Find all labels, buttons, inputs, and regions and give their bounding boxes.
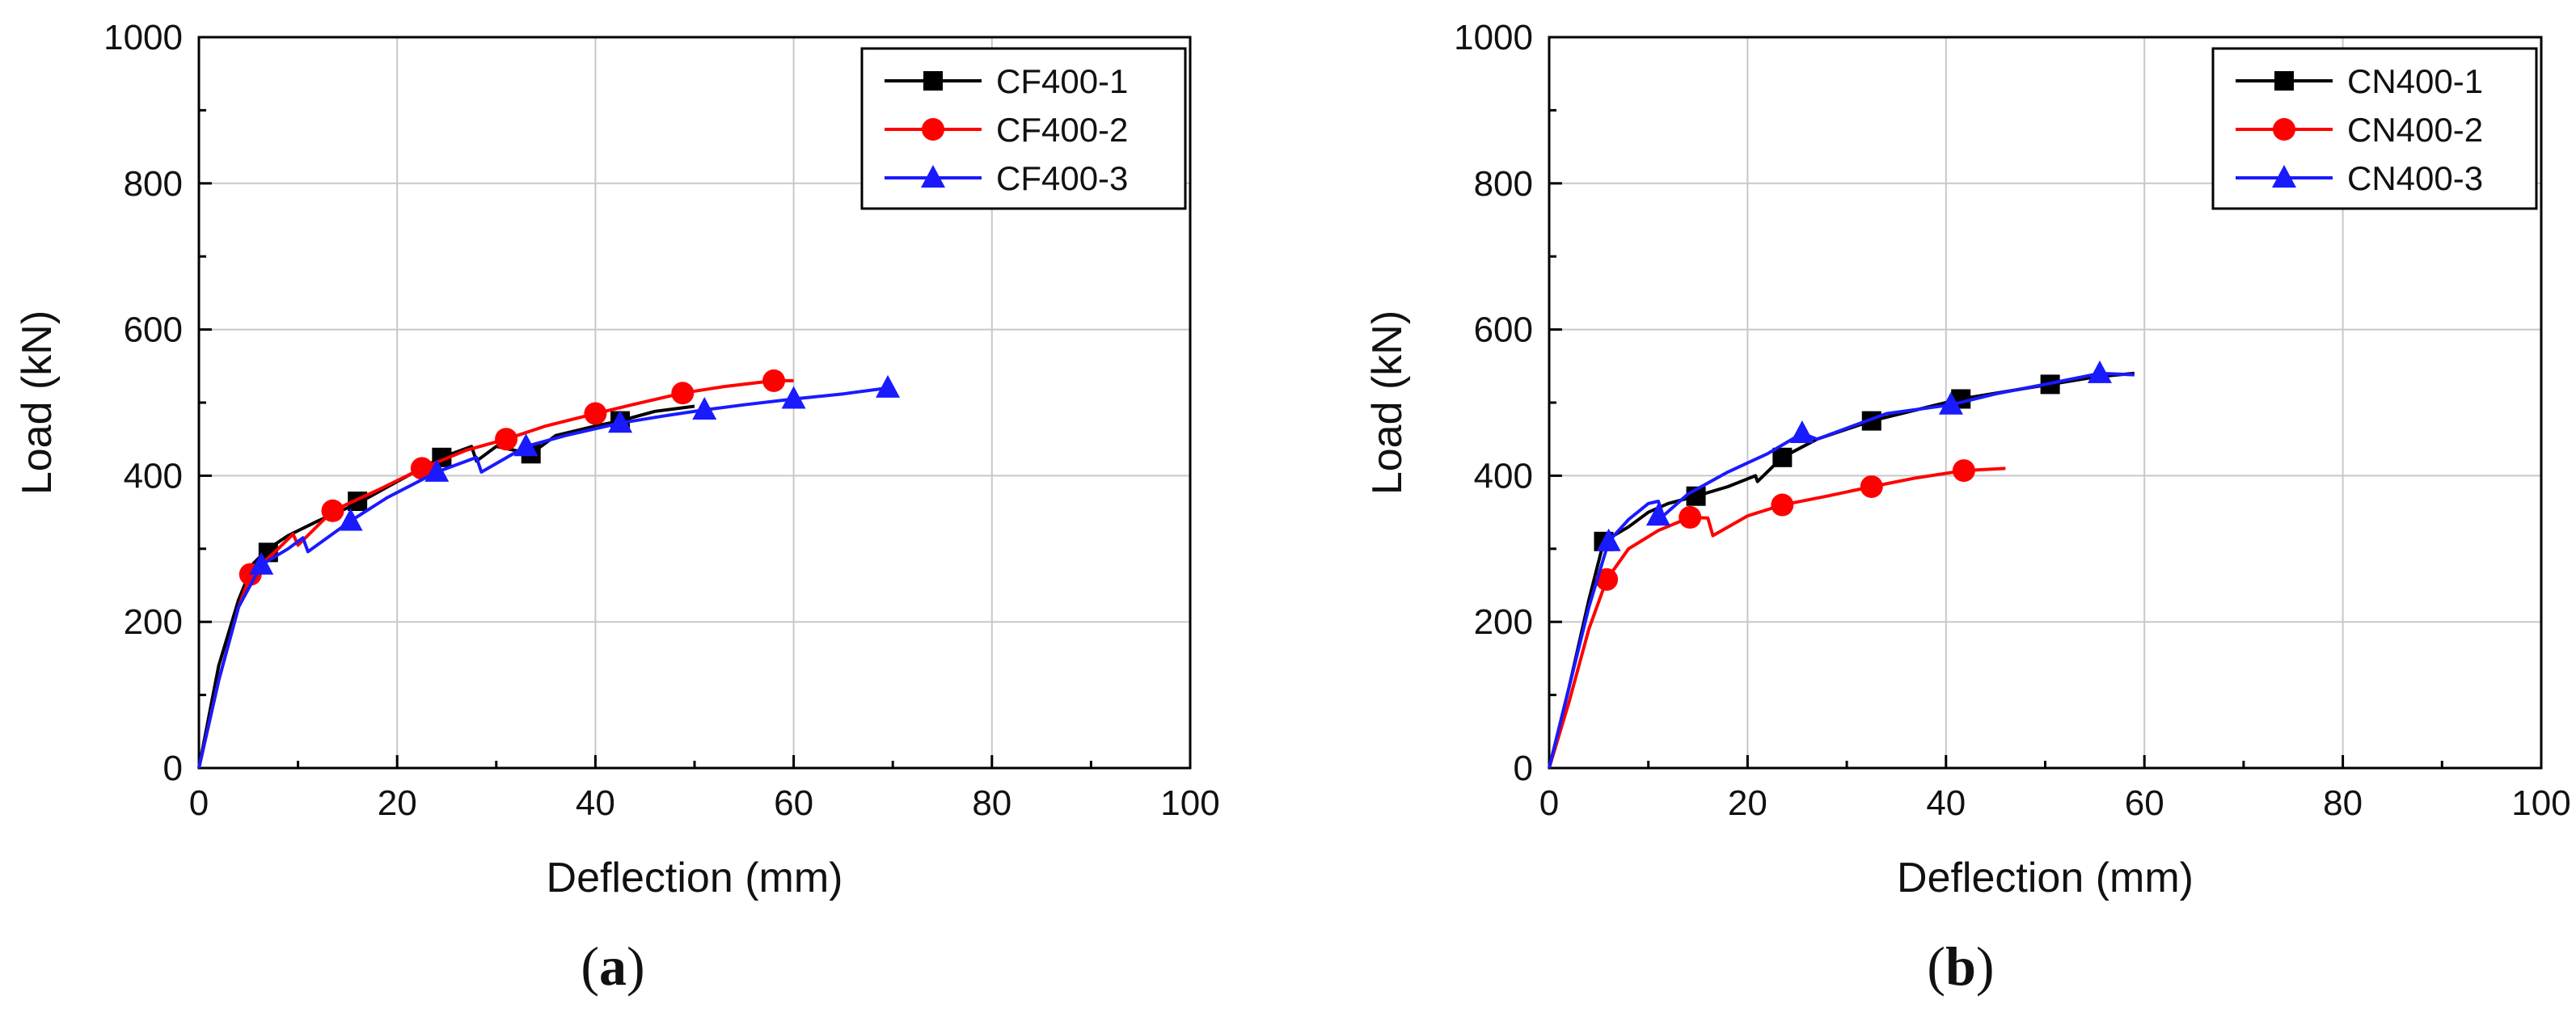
legend-marker-cf400-2 [922, 118, 944, 141]
x-axis-title: Deflection (mm) [1897, 855, 2194, 901]
y-tick-label: 200 [124, 602, 183, 642]
legend-label-cn400-1: CN400-1 [2347, 62, 2483, 100]
data-point-cf400-2 [762, 369, 786, 392]
legend-marker-cf400-1 [923, 71, 943, 91]
chart-panel-a: 0 20 40 60 80 10002004006008001000Deflection … [14, 18, 1220, 901]
x-tick-label: 20 [1728, 783, 1767, 823]
series-line-cn400-2 [1548, 466, 2006, 769]
data-point-cn400-3 [2087, 360, 2112, 383]
x-tick-label: 20 [378, 783, 417, 823]
data-point-cn400-3 [1645, 503, 1670, 526]
data-point-cf400-3 [513, 433, 538, 457]
y-axis-title: Load (kN) [1364, 310, 1411, 495]
series-line-cf400-3 [197, 386, 889, 769]
legend-marker-cn400-2 [2273, 118, 2295, 141]
x-axis-title: Deflection (mm) [547, 855, 843, 901]
data-point-cf400-2 [495, 428, 518, 451]
series-line-cn400-1 [1548, 371, 2135, 769]
x-tick-label: 80 [2323, 783, 2363, 823]
data-point-cn400-3 [1596, 528, 1621, 551]
x-tick-label: 80 [972, 783, 1011, 823]
y-tick-label: 0 [163, 749, 183, 788]
y-tick-label: 800 [124, 164, 183, 204]
legend-label-cf400-1: CF400-1 [996, 62, 1128, 100]
y-tick-label: 600 [124, 310, 183, 350]
x-tick-label: 100 [1160, 783, 1219, 823]
data-point-cf400-2 [321, 499, 344, 522]
chart-panel-b: 0 20 40 60 80 10002004006008001000Deflection … [1364, 18, 2571, 901]
y-tick-label: 400 [124, 456, 183, 496]
data-point-cf400-2 [671, 382, 695, 405]
data-point-cn400-2 [1595, 568, 1619, 591]
y-tick-label: 800 [1474, 164, 1533, 204]
data-point-cn400-2 [1679, 505, 1702, 529]
panel-label-a: (a) [581, 935, 644, 997]
data-point-cf400-3 [424, 458, 450, 482]
y-tick-label: 0 [1514, 749, 1533, 788]
x-tick-label: 0 [1539, 783, 1559, 823]
data-point-cn400-1 [1772, 447, 1793, 467]
y-tick-label: 200 [1474, 602, 1533, 642]
legend-label-cn400-2: CN400-2 [2347, 111, 2483, 149]
data-point-cn400-3 [1789, 420, 1814, 443]
data-point-cf400-3 [781, 386, 806, 409]
y-tick-label: 600 [1474, 310, 1533, 350]
y-tick-label: 400 [1474, 456, 1533, 496]
x-tick-label: 0 [189, 783, 209, 823]
data-point-cn400-2 [1952, 459, 1975, 483]
y-axis-title: Load (kN) [14, 310, 61, 495]
data-point-cf400-3 [249, 551, 274, 575]
legend-marker-cn400-3 [2272, 165, 2296, 188]
legend-label-cn400-3: CN400-3 [2347, 159, 2483, 197]
x-tick-label: 60 [774, 783, 813, 823]
panel-label-b: (b) [1927, 935, 1994, 997]
data-point-cf400-3 [876, 374, 901, 398]
data-point-cn400-2 [1860, 475, 1883, 498]
x-tick-label: 40 [576, 783, 615, 823]
x-tick-label: 100 [2511, 783, 2570, 823]
y-tick-label: 1000 [1454, 18, 1533, 57]
legend-label-cf400-3: CF400-3 [996, 159, 1128, 197]
data-point-cf400-2 [410, 457, 433, 480]
data-point-cf400-2 [584, 402, 607, 425]
legend-marker-cf400-3 [921, 165, 945, 188]
legend-label-cf400-2: CF400-2 [996, 111, 1128, 149]
data-point-cf400-3 [608, 410, 633, 433]
y-tick-label: 1000 [103, 18, 183, 57]
legend-marker-cn400-1 [2274, 71, 2294, 91]
data-point-cn400-2 [1771, 493, 1794, 517]
x-tick-label: 60 [2125, 783, 2164, 823]
x-tick-label: 40 [1926, 783, 1966, 823]
data-point-cf400-3 [338, 508, 363, 531]
data-point-cn400-3 [1938, 391, 1963, 415]
data-point-cf400-3 [692, 397, 717, 420]
